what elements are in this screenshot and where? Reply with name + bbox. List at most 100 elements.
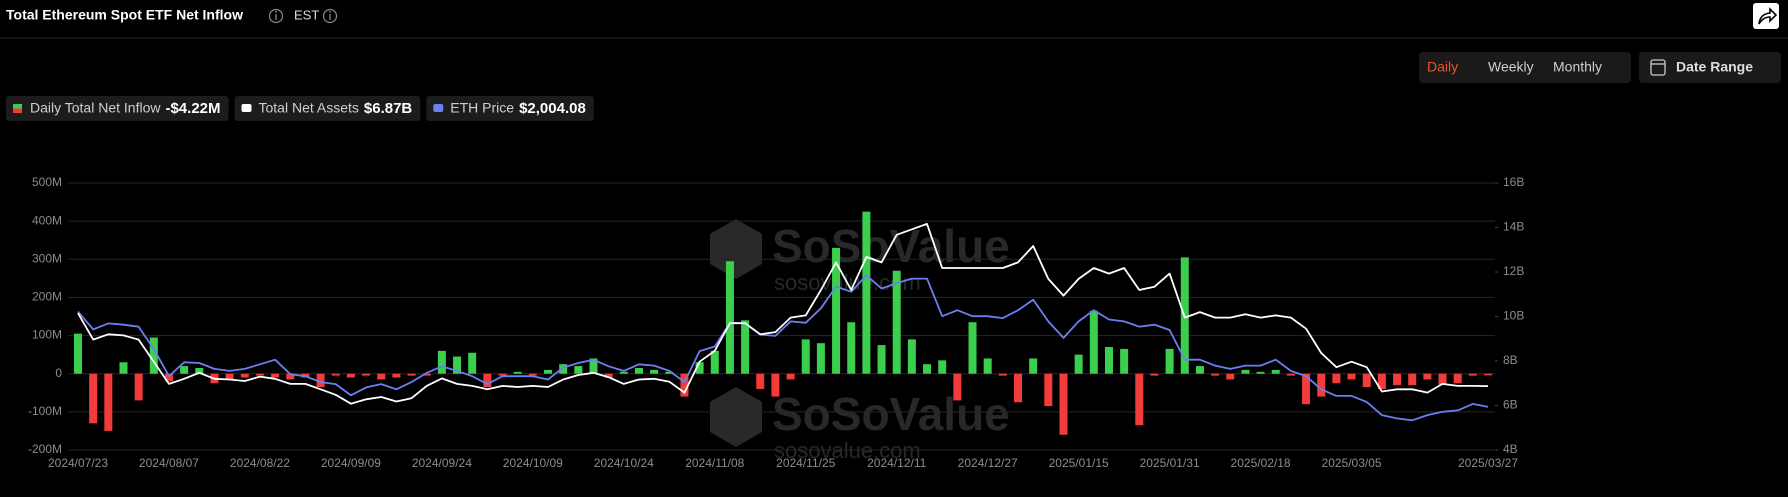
- y2-tick-label: 16B: [1503, 175, 1524, 189]
- bar: [923, 364, 932, 374]
- bar: [422, 373, 431, 376]
- bar: [847, 322, 856, 374]
- bar: [1226, 373, 1235, 380]
- x-tick-label: 2025/01/31: [1140, 456, 1200, 470]
- x-tick-label: 2024/09/24: [412, 456, 472, 470]
- legend-chip: [234, 96, 421, 121]
- bar: [134, 373, 143, 401]
- legend-name: Daily Total Net Inflow: [30, 100, 161, 116]
- bar: [786, 373, 795, 380]
- bar: [407, 373, 416, 376]
- page-title: Total Ethereum Spot ETF Net Inflow: [6, 7, 243, 23]
- bar: [1347, 373, 1356, 380]
- bar: [1104, 347, 1113, 374]
- bar: [1241, 369, 1250, 374]
- bar: [437, 350, 446, 374]
- legend-chip: [426, 96, 594, 121]
- bar: [1014, 373, 1022, 403]
- bar: [1423, 373, 1432, 380]
- bar: [119, 362, 128, 374]
- x-tick-label: 2024/08/22: [230, 456, 290, 470]
- bar: [195, 367, 204, 374]
- legend-value: $2,004.08: [519, 100, 586, 117]
- bar: [1468, 373, 1477, 376]
- x-tick-label: 2024/11/25: [776, 456, 835, 470]
- bar: [1317, 373, 1326, 397]
- bar: [619, 371, 628, 374]
- watermark-logo: [710, 219, 762, 279]
- bar: [953, 373, 962, 401]
- bar: [271, 373, 280, 378]
- bar: [104, 373, 113, 431]
- bar: [938, 360, 947, 374]
- period-option[interactable]: Weekly: [1488, 59, 1534, 75]
- x-tick-label: 2024/10/24: [594, 456, 654, 470]
- info-icon[interactable]: [322, 8, 338, 24]
- bar: [225, 373, 234, 380]
- info-icon[interactable]: [268, 8, 284, 24]
- x-tick-label: 2024/12/11: [867, 456, 926, 470]
- bar: [634, 367, 643, 374]
- bar: [346, 373, 355, 378]
- bar: [1408, 373, 1417, 386]
- bar: [574, 366, 583, 374]
- bar: [468, 352, 477, 374]
- bar: [998, 373, 1007, 376]
- y-tick-label: 400M: [32, 213, 62, 227]
- bar: [180, 366, 189, 374]
- bar: [1150, 373, 1159, 376]
- bar: [559, 364, 568, 374]
- bar: [240, 373, 249, 378]
- bar: [1135, 373, 1144, 426]
- bar: [1484, 373, 1492, 376]
- legend-item[interactable]: Total Net Assets $6.87B: [234, 96, 421, 121]
- legend-value: $6.87B: [364, 100, 413, 117]
- period-option[interactable]: Monthly: [1553, 59, 1602, 75]
- legend-item[interactable]: Daily Total Net Inflow -$4.22M: [6, 96, 229, 121]
- date-range-label: Date Range: [1676, 59, 1753, 75]
- x-tick-label: 2024/07/23: [48, 456, 108, 470]
- bar: [892, 270, 901, 374]
- date-range-button[interactable]: Date Range: [1639, 52, 1781, 83]
- x-tick-label: 2024/11/08: [685, 456, 744, 470]
- bar: [1438, 373, 1447, 386]
- bar: [1286, 373, 1295, 376]
- bar: [1271, 369, 1280, 374]
- y2-tick-label: 10B: [1503, 309, 1524, 323]
- bar: [968, 322, 977, 374]
- bar: [498, 373, 507, 376]
- bar: [1377, 373, 1386, 389]
- y2-tick-label: 12B: [1503, 264, 1524, 278]
- bar: [377, 373, 386, 380]
- bar: [1029, 358, 1038, 374]
- legend-swatch: [13, 108, 22, 113]
- line: [77, 223, 1489, 405]
- bar: [1165, 348, 1174, 374]
- x-tick-label: 2025/03/05: [1322, 456, 1382, 470]
- y-tick-label: 500M: [32, 175, 62, 189]
- bar: [89, 373, 98, 424]
- x-tick-label: 2024/08/07: [139, 456, 199, 470]
- x-tick-label: 2025/03/27: [1458, 456, 1518, 470]
- bar: [695, 362, 704, 374]
- x-tick-label: 2024/12/27: [958, 456, 1018, 470]
- period-option[interactable]: Daily: [1427, 59, 1458, 75]
- bar: [1120, 348, 1129, 374]
- x-tick-label: 2024/09/09: [321, 456, 381, 470]
- legend-item[interactable]: ETH Price $2,004.08: [426, 96, 594, 121]
- y2-tick-label: 14B: [1503, 220, 1524, 234]
- y-tick-label: 200M: [32, 290, 62, 304]
- legend-name: ETH Price: [450, 100, 514, 116]
- bar: [832, 247, 841, 374]
- bar: [725, 261, 734, 374]
- bar: [771, 373, 780, 397]
- bar: [362, 373, 371, 376]
- share-button[interactable]: [1753, 3, 1779, 29]
- bar: [544, 369, 552, 374]
- y2-tick-label: 6B: [1503, 398, 1518, 412]
- bar: [316, 373, 325, 388]
- watermark-text: SoSoValue: [772, 388, 1010, 440]
- y2-tick-label: 4B: [1503, 442, 1518, 456]
- bar: [164, 373, 173, 382]
- legend-swatch: [241, 104, 252, 112]
